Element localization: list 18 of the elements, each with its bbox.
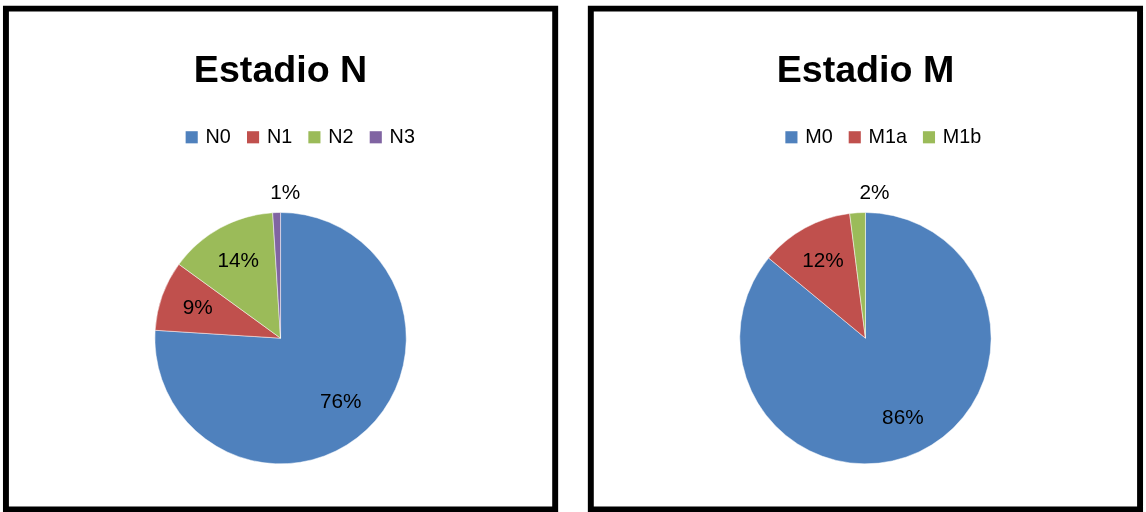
data-label: 2% — [859, 179, 890, 203]
legend-label: N2 — [328, 125, 354, 148]
legend-label: M1a — [868, 125, 908, 148]
chart-title: Estadio N — [193, 47, 368, 90]
legend-label: N0 — [205, 125, 231, 148]
data-label: 9% — [182, 295, 213, 319]
legend-label: N1 — [266, 125, 293, 148]
legend-label: M0 — [805, 125, 833, 148]
data-label: 14% — [217, 248, 259, 272]
data-label: 86% — [882, 404, 924, 428]
pie-slice — [739, 212, 992, 464]
data-label: 1% — [270, 179, 301, 203]
data-label: 76% — [320, 389, 362, 413]
legend-label: N3 — [389, 125, 415, 148]
chart-title: Estadio M — [776, 47, 955, 90]
legend-label: M1b — [942, 125, 982, 148]
data-label: 12% — [802, 248, 844, 272]
pie-slice — [154, 212, 407, 464]
